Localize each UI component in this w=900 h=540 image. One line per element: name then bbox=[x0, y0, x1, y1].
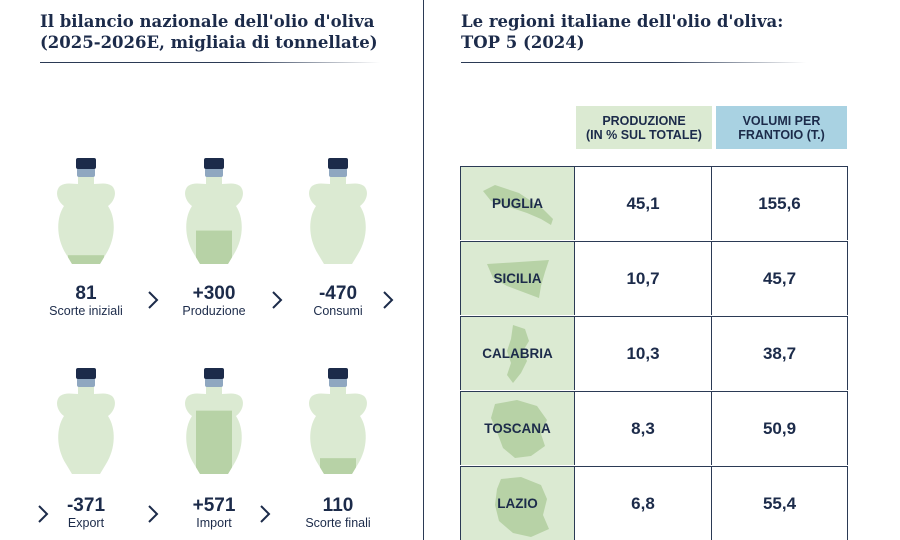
stat-label: Scorte finali bbox=[305, 516, 371, 530]
table-row: TOSCANA 8,3 50,9 bbox=[460, 391, 848, 465]
left-title-line1: Il bilancio nazionale dell'olio d'oliva bbox=[40, 12, 375, 31]
left-title: Il bilancio nazionale dell'olio d'oliva … bbox=[40, 11, 378, 53]
jar-fill bbox=[196, 410, 232, 474]
jar-neck bbox=[77, 378, 95, 387]
jar-body bbox=[309, 176, 367, 264]
left-title-rule bbox=[40, 62, 380, 63]
stat-value: +300 bbox=[192, 283, 236, 304]
jar-neck bbox=[77, 168, 95, 177]
jar-cap bbox=[328, 368, 348, 379]
jar-consumi bbox=[300, 156, 376, 268]
header-volumi-line1: VOLUMI PER bbox=[742, 113, 821, 128]
jar-cap bbox=[76, 368, 96, 379]
stat-scorte-finali: 110 Scorte finali bbox=[288, 495, 388, 531]
table-row: PUGLIA 45,1 155,6 bbox=[460, 166, 848, 240]
region-name: CALABRIA bbox=[482, 346, 553, 361]
jar-cap bbox=[204, 368, 224, 379]
volumi-value: 50,9 bbox=[712, 392, 848, 465]
panel-divider bbox=[423, 0, 424, 540]
region-name: PUGLIA bbox=[491, 196, 543, 211]
jar-fill bbox=[196, 230, 232, 264]
stat-label: Produzione bbox=[182, 304, 246, 318]
jar-cap bbox=[76, 158, 96, 169]
puglia-map-icon bbox=[483, 185, 553, 225]
stat-export: -371 Export bbox=[36, 495, 136, 531]
right-title-rule bbox=[461, 62, 806, 63]
header-volumi: VOLUMI PER FRANTOIO (T.) bbox=[716, 106, 847, 149]
produzione-value: 45,1 bbox=[575, 167, 712, 240]
region-name: TOSCANA bbox=[484, 421, 551, 436]
stat-produzione: +300 Produzione bbox=[164, 283, 264, 319]
stat-label: Import bbox=[196, 516, 232, 530]
table-row: LAZIO 6,8 55,4 bbox=[460, 466, 848, 540]
volumi-value: 38,7 bbox=[712, 317, 848, 390]
table-row: SICILIA 10,7 45,7 bbox=[460, 241, 848, 315]
volumi-value: 155,6 bbox=[712, 167, 848, 240]
jar-neck bbox=[205, 168, 223, 177]
stat-consumi: -470 Consumi bbox=[288, 283, 388, 319]
jar-export bbox=[48, 366, 124, 478]
jar-cap bbox=[328, 158, 348, 169]
chevron-right-icon bbox=[260, 505, 271, 523]
stat-label: Consumi bbox=[313, 304, 363, 318]
jar-scorte-iniziali bbox=[48, 156, 124, 268]
region-cell: PUGLIA bbox=[460, 167, 575, 240]
header-produzione-line1: PRODUZIONE bbox=[602, 113, 686, 128]
right-title: Le regioni italiane dell'olio d'oliva: T… bbox=[461, 11, 783, 53]
volumi-value: 55,4 bbox=[712, 467, 848, 540]
toscana-map-icon bbox=[491, 400, 547, 458]
jar-neck bbox=[205, 378, 223, 387]
header-produzione: PRODUZIONE (IN % SUL TOTALE) bbox=[576, 106, 712, 149]
jar-fill bbox=[68, 255, 104, 264]
stat-scorte-iniziali: 81 Scorte iniziali bbox=[36, 283, 136, 319]
chevron-right-icon bbox=[383, 291, 394, 309]
lazio-map-icon bbox=[495, 477, 549, 537]
stat-value: 81 bbox=[75, 283, 97, 304]
jar-scorte-finali bbox=[300, 366, 376, 478]
left-title-line2: (2025-2026E, migliaia di tonnellate) bbox=[40, 33, 378, 52]
region-cell: LAZIO bbox=[460, 467, 575, 540]
region-name: SICILIA bbox=[493, 271, 542, 286]
jar-neck bbox=[329, 168, 347, 177]
produzione-value: 8,3 bbox=[575, 392, 712, 465]
jar-body bbox=[57, 386, 115, 474]
calabria-map-icon bbox=[507, 325, 529, 383]
stat-label: Scorte iniziali bbox=[49, 304, 123, 318]
chevron-right-icon bbox=[148, 505, 159, 523]
jar-fill bbox=[320, 458, 356, 474]
stat-import: +571 Import bbox=[164, 495, 264, 531]
regions-table: PUGLIA 45,1 155,6 SICILIA 10,7 45,7 CALA… bbox=[460, 166, 848, 540]
stat-value: 110 bbox=[322, 495, 354, 516]
region-cell: SICILIA bbox=[460, 242, 575, 315]
chevron-right-icon bbox=[38, 505, 49, 523]
sicilia-map-icon bbox=[487, 260, 549, 298]
chevron-right-icon bbox=[272, 291, 283, 309]
jar-body bbox=[309, 386, 367, 474]
produzione-value: 6,8 bbox=[575, 467, 712, 540]
right-title-line2: TOP 5 (2024) bbox=[461, 33, 585, 52]
jar-cap bbox=[204, 158, 224, 169]
jar-import bbox=[176, 366, 252, 478]
volumi-value: 45,7 bbox=[712, 242, 848, 315]
header-produzione-line2: (IN % SUL TOTALE) bbox=[586, 127, 702, 142]
stat-label: Export bbox=[67, 516, 105, 530]
jar-neck bbox=[329, 378, 347, 387]
chevron-right-icon bbox=[148, 291, 159, 309]
stat-value: -371 bbox=[66, 495, 106, 516]
stat-value: -470 bbox=[318, 283, 358, 304]
jar-body bbox=[57, 176, 115, 264]
stat-value: +571 bbox=[192, 495, 236, 516]
region-cell: CALABRIA bbox=[460, 317, 575, 390]
region-cell: TOSCANA bbox=[460, 392, 575, 465]
produzione-value: 10,7 bbox=[575, 242, 712, 315]
right-title-line1: Le regioni italiane dell'olio d'oliva: bbox=[461, 12, 784, 31]
produzione-value: 10,3 bbox=[575, 317, 712, 390]
jar-produzione bbox=[176, 156, 252, 268]
table-row: CALABRIA 10,3 38,7 bbox=[460, 316, 848, 390]
header-volumi-line2: FRANTOIO (T.) bbox=[738, 127, 825, 142]
region-name: LAZIO bbox=[497, 496, 538, 511]
